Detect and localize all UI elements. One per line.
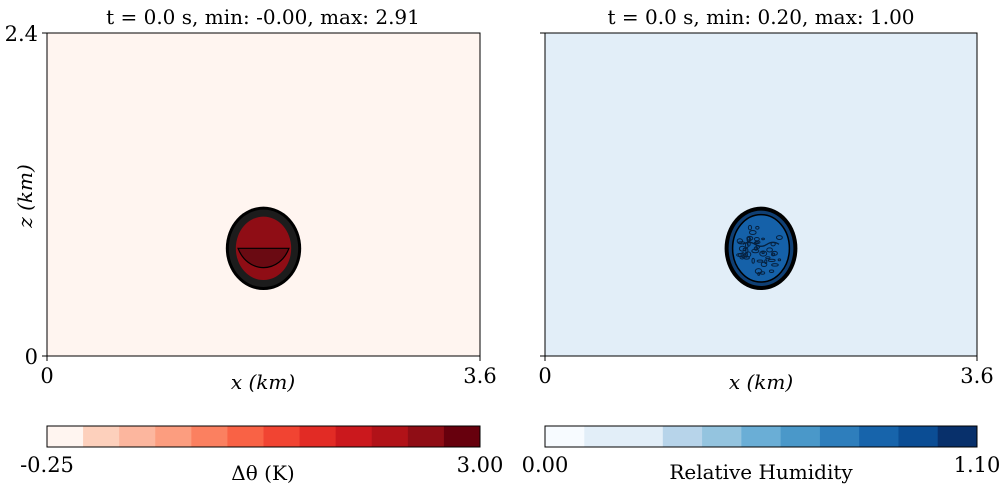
left-colorbar-label: Δθ (K) [231,461,294,485]
right-bubble-speckle [738,245,746,252]
right-bubble-speckle [764,259,768,265]
right-colorbar-segment [584,426,625,447]
right-colorbar-segment [662,426,703,447]
right-bubble-speckle [761,251,765,255]
left-xlabel: x (km) [231,370,295,394]
right-bubble-speckle [775,235,783,240]
right-bubble-speckle [748,230,757,236]
right-bubble-speckle [759,250,768,257]
right-bubble-speckle [771,252,776,257]
right-bubble-speckle [766,247,773,253]
left-colorbar-segment [335,426,373,447]
right-colorbar [545,426,978,447]
right-plot-background [545,33,977,356]
left-ylabel: z (km) [13,164,37,229]
right-bubble-speckle [777,258,782,262]
right-colorbar-segment [780,426,821,447]
right-colorbar-segment [623,426,664,447]
left-colorbar-segment [443,426,481,447]
left-colorbar-segment [155,426,192,447]
right-bubble-speckle [767,258,776,263]
right-bubble-speckle [736,252,744,258]
right-colorbar-segment [741,426,782,447]
left-panel: t = 0.0 s, min: -0.00, max: 2.91 2.4 0 0… [5,5,504,485]
right-colorbar-segment [937,426,978,447]
right-panel: t = 0.0 s, min: 0.20, max: 1.00 0 3.6 x … [522,5,1001,484]
left-colorbar-segment [407,426,445,447]
right-bubble-speckle [753,236,760,242]
left-plot-background [47,33,480,356]
left-plot-frame [46,32,481,357]
right-colorbar-segment [702,426,742,447]
right-bubble-speckle [755,225,760,230]
right-bubble-speckle [765,256,771,260]
right-colorbar-segment [819,426,860,447]
left-colorbar-segment [299,426,337,447]
left-bubble-lower [237,247,290,269]
right-bubble-speckle [771,263,779,267]
right-bubble-speckle [753,246,759,251]
right-humidity-bubble [724,206,798,291]
left-colorbar-segment [83,426,120,447]
left-xtick-left: 0 [40,364,53,388]
right-colorbar-label: Relative Humidity [669,460,853,484]
left-ytick-top: 2.4 [5,22,38,46]
right-colorbar-frame [544,425,978,448]
left-colorbar-segment [119,426,156,447]
left-xtick-right: 3.6 [463,364,496,388]
right-bubble-speckle [745,251,752,258]
left-thermal-bubble [225,206,302,291]
left-colorbar-frame [46,425,481,448]
right-xtick-right: 3.6 [960,364,993,388]
right-bubble-fill [731,213,791,283]
right-bubble-speckle [753,241,759,245]
right-bubble-contour [742,241,780,247]
left-colorbar-segment [263,426,301,447]
right-bubble-speckle [740,252,746,259]
left-colorbar-max: 3.00 [457,453,504,477]
left-title: t = 0.0 s, min: -0.00, max: 2.91 [106,5,420,29]
right-bubble-speckle [751,257,755,264]
right-bubble-speckle [747,224,753,231]
right-bubble-speckle [757,271,761,276]
right-bubble-speckle [756,259,764,263]
right-colorbar-segment [545,426,585,447]
right-xlabel: x (km) [729,370,793,394]
left-colorbar-segment [47,426,84,447]
right-bubble-speckle [761,237,765,241]
right-bubble-speckle [751,248,760,254]
right-bubble-speckle [736,238,743,244]
right-colorbar-min: 0.00 [522,453,569,477]
right-colorbar-segment [859,426,899,447]
left-colorbar-segment [371,426,409,447]
right-colorbar-max: 1.10 [954,453,1001,477]
left-colorbar [47,426,481,447]
right-xtick-left: 0 [538,364,551,388]
left-colorbar-min: -0.25 [20,453,74,477]
right-bubble-speckle [760,261,768,268]
right-title: t = 0.0 s, min: 0.20, max: 1.00 [607,5,914,29]
right-colorbar-segment [898,426,939,447]
right-bubble-speckle [754,268,763,275]
left-ytick-bottom: 0 [25,345,38,369]
left-colorbar-segment [191,426,228,447]
right-bubble-speckle [768,269,775,273]
left-colorbar-segment [227,426,264,447]
right-plot-frame [544,32,978,357]
